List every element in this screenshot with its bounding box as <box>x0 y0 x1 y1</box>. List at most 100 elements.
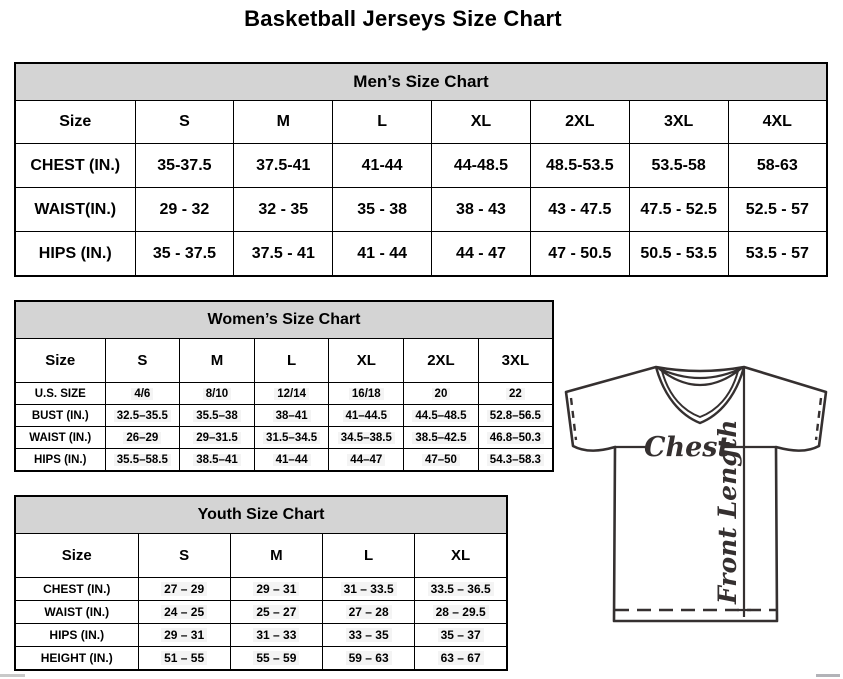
cell-value: 8/10 <box>179 382 255 405</box>
cell-value: 25 – 27 <box>229 600 324 624</box>
cell-value: 51 – 55 <box>137 646 231 671</box>
column-header: 2XL <box>529 100 630 144</box>
youth-table-title: Youth Size Chart <box>14 495 508 534</box>
cell-value: 29–31.5 <box>179 426 255 449</box>
cell-value: 26–29 <box>104 426 181 449</box>
column-header: S <box>104 338 181 383</box>
column-header: M <box>179 338 255 383</box>
cell-value: 48.5-53.5 <box>529 143 630 188</box>
cell-value: 44.5–48.5 <box>403 404 479 427</box>
cell-value: 44-48.5 <box>431 143 531 188</box>
cell-value: 29 – 31 <box>137 623 231 647</box>
chest-label: Chest <box>644 432 730 463</box>
column-header: L <box>332 100 433 144</box>
row-label: HIPS (IN.) <box>14 448 106 472</box>
front-length-label: Front Length <box>713 420 742 605</box>
v-neck-inner-line <box>661 370 739 418</box>
cell-value: 53.5-58 <box>628 143 729 188</box>
cell-value: 31.5–34.5 <box>253 426 330 449</box>
womens-table-title: Women’s Size Chart <box>14 300 554 339</box>
cell-value: 29 – 31 <box>229 577 324 601</box>
cell-value: 44 - 47 <box>431 231 531 277</box>
cell-value: 52.5 - 57 <box>727 187 828 232</box>
cell-value: 31 – 33.5 <box>321 577 416 601</box>
cell-value: 4/6 <box>104 382 181 405</box>
row-label: U.S. SIZE <box>14 382 106 405</box>
cell-value: 31 – 33 <box>229 623 324 647</box>
row-label: HIPS (IN.) <box>14 623 139 647</box>
column-header: 4XL <box>727 100 828 144</box>
cell-value: 20 <box>403 382 479 405</box>
row-label: WAIST(IN.) <box>14 187 136 232</box>
table-row: HIPS (IN.) 35 - 37.5 37.5 - 41 41 - 44 4… <box>14 231 828 277</box>
column-header: 3XL <box>477 338 554 383</box>
cell-value: 53.5 - 57 <box>727 231 828 277</box>
cell-value: 47.5 - 52.5 <box>628 187 729 232</box>
row-label: HEIGHT (IN.) <box>14 646 139 671</box>
table-row: CHEST (IN.) 27 – 29 29 – 31 31 – 33.5 33… <box>14 577 508 601</box>
column-header: XL <box>328 338 405 383</box>
mens-size-table: Men’s Size Chart Size S M L XL 2XL 3XL 4… <box>14 62 828 277</box>
cell-value: 35.5–58.5 <box>104 448 181 472</box>
horizontal-scrollbar-thumb-right[interactable] <box>816 674 840 677</box>
table-row: BUST (IN.) 32.5–35.5 35.5–38 38–41 41–44… <box>14 404 554 427</box>
horizontal-scrollbar-thumb-left[interactable] <box>0 674 25 677</box>
v-neck-outline <box>654 366 746 425</box>
cell-value: 35.5–38 <box>179 404 255 427</box>
cell-value: 54.3–58.3 <box>477 448 554 472</box>
table-row: CHEST (IN.) 35-37.5 37.5-41 41-44 44-48.… <box>14 143 828 188</box>
cell-value: 41 - 44 <box>332 231 433 277</box>
cell-value: 33 – 35 <box>321 623 416 647</box>
table-row: WAIST(IN.) 29 - 32 32 - 35 35 - 38 38 - … <box>14 187 828 232</box>
row-label: HIPS (IN.) <box>14 231 136 277</box>
column-header: L <box>253 338 330 383</box>
cell-value: 33.5 – 36.5 <box>414 577 508 601</box>
table-row: WAIST (IN.) 26–29 29–31.5 31.5–34.5 34.5… <box>14 426 554 449</box>
column-header: Size <box>14 338 106 383</box>
cell-value: 28 – 29.5 <box>414 600 508 624</box>
jersey-outline <box>564 365 828 623</box>
cell-value: 59 – 63 <box>321 646 416 671</box>
cell-value: 22 <box>477 382 554 405</box>
column-header: L <box>321 533 416 578</box>
column-header: S <box>137 533 231 578</box>
cell-value: 41-44 <box>332 143 433 188</box>
row-label: WAIST (IN.) <box>14 426 106 449</box>
cell-value: 37.5-41 <box>233 143 334 188</box>
column-header: M <box>229 533 324 578</box>
cell-value: 50.5 - 53.5 <box>628 231 729 277</box>
table-row: HEIGHT (IN.) 51 – 55 55 – 59 59 – 63 63 … <box>14 646 508 671</box>
cell-value: 32.5–35.5 <box>104 404 181 427</box>
column-header: 2XL <box>403 338 479 383</box>
jersey-measurement-diagram: Chest Front Length <box>564 365 828 623</box>
cell-value: 47–50 <box>403 448 479 472</box>
cell-value: 63 – 67 <box>414 646 508 671</box>
row-label: CHEST (IN.) <box>14 143 136 188</box>
cell-value: 38.5–41 <box>179 448 255 472</box>
table-row: HIPS (IN.) 29 – 31 31 – 33 33 – 35 35 – … <box>14 623 508 647</box>
column-header: Size <box>14 533 139 578</box>
column-header: XL <box>431 100 531 144</box>
cell-value: 24 – 25 <box>137 600 231 624</box>
table-row: WAIST (IN.) 24 – 25 25 – 27 27 – 28 28 –… <box>14 600 508 624</box>
cell-value: 29 - 32 <box>134 187 235 232</box>
cell-value: 46.8–50.3 <box>477 426 554 449</box>
womens-table-header-row: Women’s Size Chart <box>14 300 554 339</box>
cell-value: 38–41 <box>253 404 330 427</box>
cell-value: 35-37.5 <box>134 143 235 188</box>
cell-value: 27 – 29 <box>137 577 231 601</box>
cell-value: 35 - 38 <box>332 187 433 232</box>
cell-value: 55 – 59 <box>229 646 324 671</box>
column-header: 3XL <box>628 100 729 144</box>
table-row: U.S. SIZE 4/6 8/10 12/14 16/18 20 22 <box>14 382 554 405</box>
column-header: Size <box>14 100 136 144</box>
cell-value: 35 - 37.5 <box>134 231 235 277</box>
cell-value: 35 – 37 <box>414 623 508 647</box>
cell-value: 47 - 50.5 <box>529 231 630 277</box>
youth-table-header-row: Youth Size Chart <box>14 495 508 534</box>
cell-value: 16/18 <box>328 382 405 405</box>
cell-value: 44–47 <box>328 448 405 472</box>
youth-size-table: Youth Size Chart Size S M L XL CHEST (IN… <box>14 495 508 671</box>
cell-value: 38 - 43 <box>431 187 531 232</box>
